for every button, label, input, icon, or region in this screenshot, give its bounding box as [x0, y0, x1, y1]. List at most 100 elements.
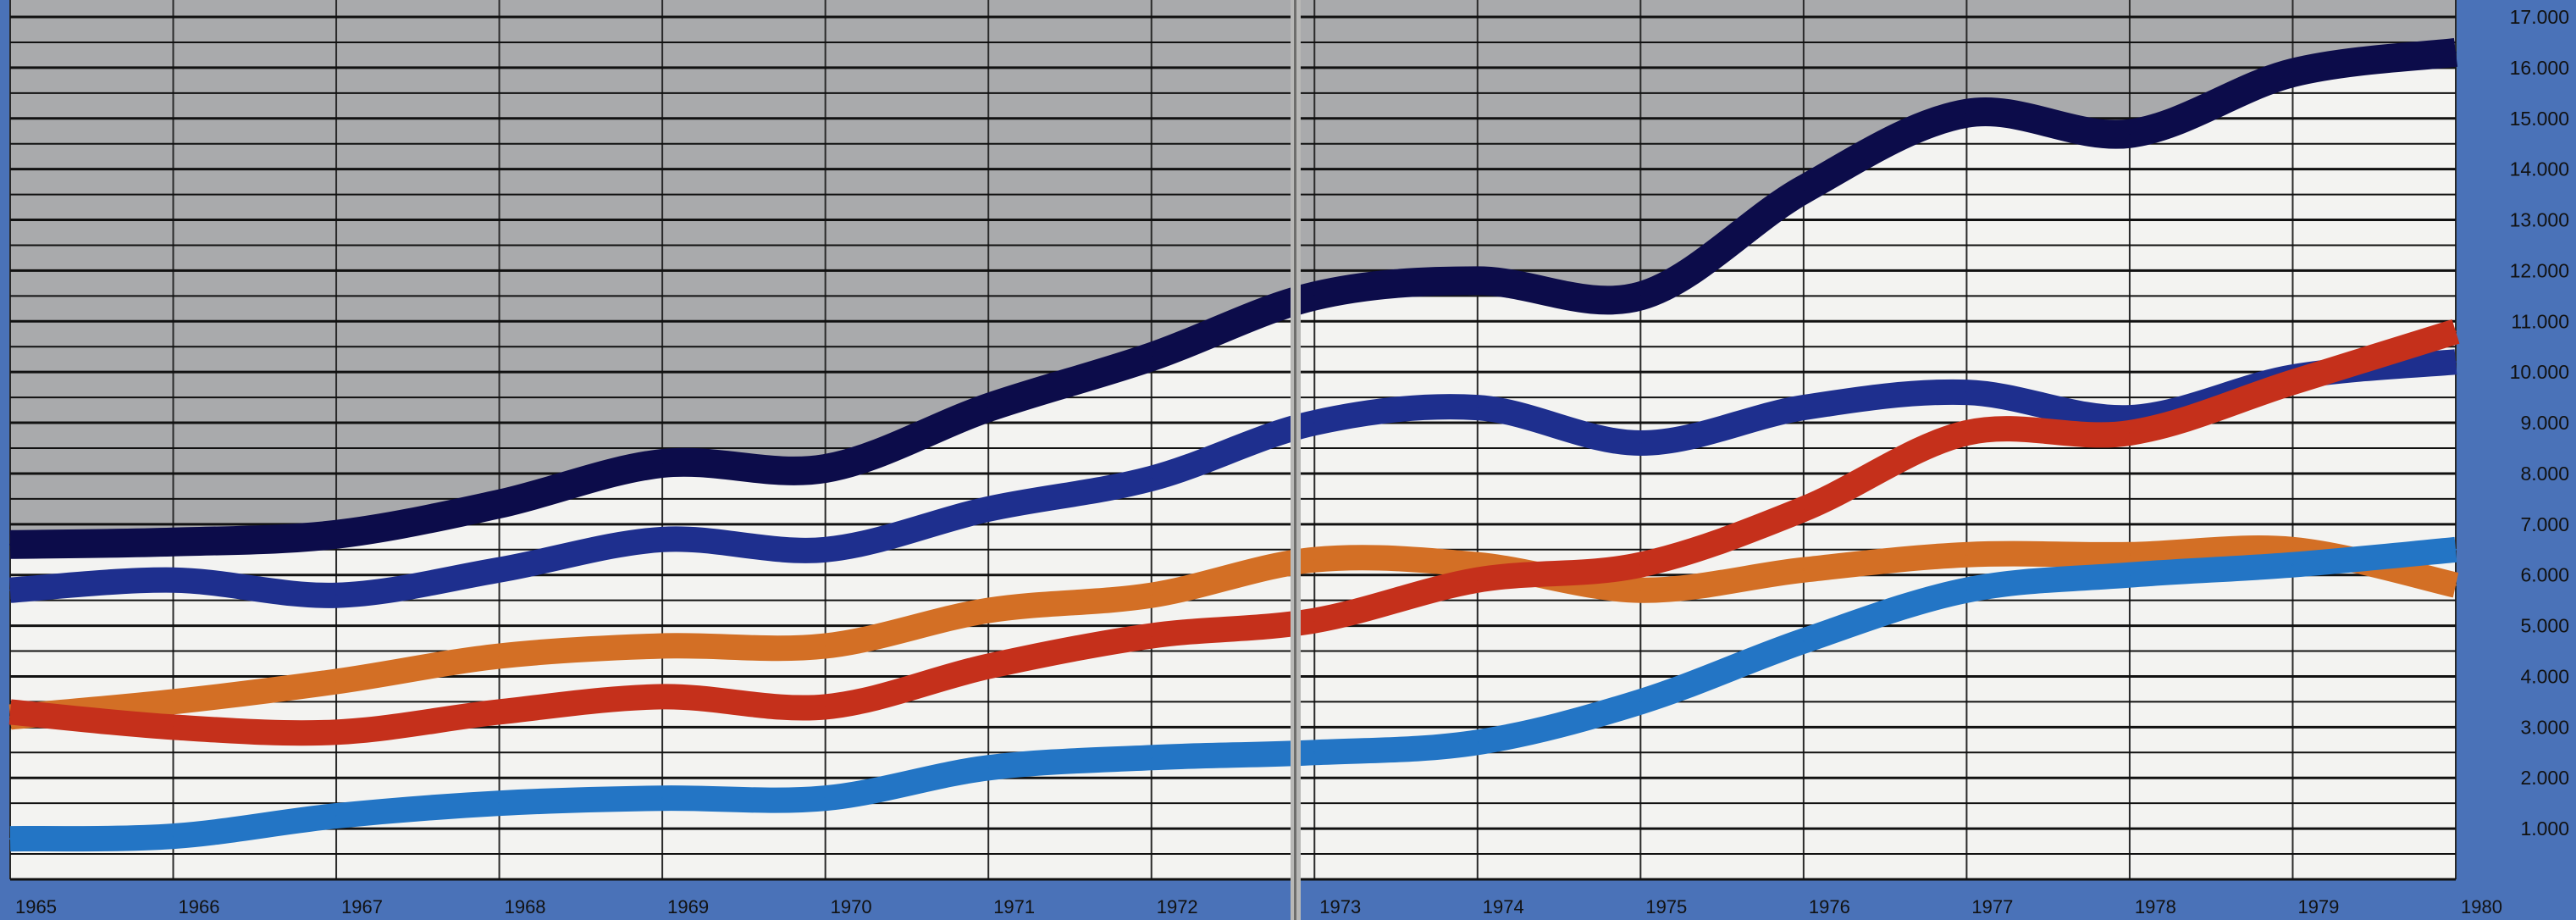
- x-tick-label: 1970: [831, 896, 872, 917]
- data-point: [1965, 589, 1968, 591]
- data-point: [172, 835, 174, 838]
- data-point: [2455, 330, 2457, 333]
- data-point: [2455, 361, 2457, 363]
- series-line-4: [8, 319, 2460, 746]
- data-point: [1802, 407, 1805, 409]
- data-point: [1639, 563, 1642, 566]
- data-point: [2455, 548, 2457, 551]
- data-point: [2455, 51, 2457, 53]
- data-point: [1476, 579, 1479, 581]
- data-point: [9, 711, 11, 713]
- data-point: [2128, 574, 2131, 576]
- data-point: [1639, 295, 1642, 297]
- y-tick-label: 4.000: [2520, 665, 2569, 687]
- data-point: [1476, 280, 1479, 282]
- data-point: [987, 665, 990, 668]
- data-point: [335, 815, 338, 817]
- data-point: [661, 696, 664, 698]
- series-lines: [8, 38, 2460, 852]
- x-tick-label: 1980: [2461, 896, 2502, 917]
- data-point: [9, 543, 11, 546]
- data-point: [987, 407, 990, 409]
- data-point: [2128, 417, 2131, 419]
- data-point: [9, 838, 11, 840]
- data-point: [1150, 757, 1153, 759]
- series-line-3: [8, 535, 2459, 730]
- data-point: [1150, 477, 1153, 479]
- data-point: [1150, 635, 1153, 637]
- data-point: [824, 706, 826, 708]
- data-point: [987, 767, 990, 769]
- y-tick-label: 2.000: [2520, 767, 2569, 789]
- data-point: [498, 502, 500, 505]
- data-point: [661, 538, 664, 540]
- data-point: [824, 467, 826, 469]
- data-point: [172, 701, 174, 703]
- data-point: [9, 589, 11, 591]
- y-tick-label: 14.000: [2510, 158, 2569, 180]
- data-point: [1802, 568, 1805, 571]
- data-point: [1639, 589, 1642, 591]
- x-tick-label: 1966: [179, 896, 220, 917]
- data-point: [2291, 563, 2294, 566]
- data-point: [1313, 619, 1316, 622]
- data-point: [1639, 442, 1642, 445]
- data-point: [1802, 640, 1805, 642]
- data-point: [1965, 432, 1968, 435]
- y-axis-tick-labels: 1.000 2.000 3.000 4.000 5.000 6.000 7.000 8.000…: [2510, 6, 2569, 840]
- data-point: [498, 802, 500, 805]
- data-point: [824, 797, 826, 800]
- x-tick-label: 1974: [1483, 896, 1524, 917]
- data-point: [1313, 422, 1316, 424]
- data-point: [172, 726, 174, 729]
- series-line-5: [9, 536, 2457, 852]
- x-tick-label: 1968: [505, 896, 546, 917]
- series-line-1: [9, 38, 2458, 559]
- x-tick-label: 1973: [1319, 896, 1361, 917]
- data-point: [1802, 188, 1805, 191]
- data-point: [2291, 548, 2294, 551]
- y-tick-label: 13.000: [2510, 209, 2569, 231]
- data-point: [335, 680, 338, 683]
- series-line-2: [9, 349, 2457, 608]
- data-point: [1639, 701, 1642, 703]
- y-tick-label: 8.000: [2520, 463, 2569, 485]
- y-tick-label: 11.000: [2511, 310, 2569, 332]
- y-tick-label: 1.000: [2520, 817, 2569, 840]
- y-tick-label: 3.000: [2520, 716, 2569, 738]
- data-point: [1476, 741, 1479, 744]
- data-point: [824, 548, 826, 551]
- data-point: [2291, 71, 2294, 74]
- shaded-area: [10, 0, 2456, 545]
- data-point: [2455, 584, 2457, 586]
- x-tick-label: 1971: [993, 896, 1035, 917]
- y-tick-label: 9.000: [2520, 412, 2569, 434]
- data-point: [987, 507, 990, 510]
- data-point: [2128, 132, 2131, 135]
- data-point: [661, 797, 664, 800]
- x-tick-label: 1977: [1971, 896, 2013, 917]
- y-tick-label: 7.000: [2520, 513, 2569, 535]
- y-tick-label: 10.000: [2510, 361, 2569, 383]
- data-point: [2291, 381, 2294, 384]
- data-point: [1802, 507, 1805, 510]
- data-point: [1476, 407, 1479, 409]
- data-point: [1965, 112, 1968, 114]
- x-tick-label: 1972: [1157, 896, 1198, 917]
- data-point: [987, 609, 990, 612]
- data-point: [1476, 563, 1479, 566]
- data-point: [335, 533, 338, 535]
- x-axis-tick-labels: 1965 1966 1967 1968 1969 1970 1971 1972 1973 1974…: [15, 896, 2502, 917]
- y-tick-label: 16.000: [2510, 57, 2569, 79]
- data-point: [498, 568, 500, 571]
- y-tick-label: 12.000: [2510, 259, 2569, 281]
- data-point: [498, 655, 500, 657]
- data-point: [1965, 391, 1968, 394]
- data-point: [1150, 594, 1153, 596]
- data-point: [1965, 553, 1968, 556]
- data-point: [661, 645, 664, 647]
- x-tick-label: 1976: [1809, 896, 1850, 917]
- y-tick-label: 6.000: [2520, 564, 2569, 586]
- y-tick-label: 15.000: [2510, 108, 2569, 130]
